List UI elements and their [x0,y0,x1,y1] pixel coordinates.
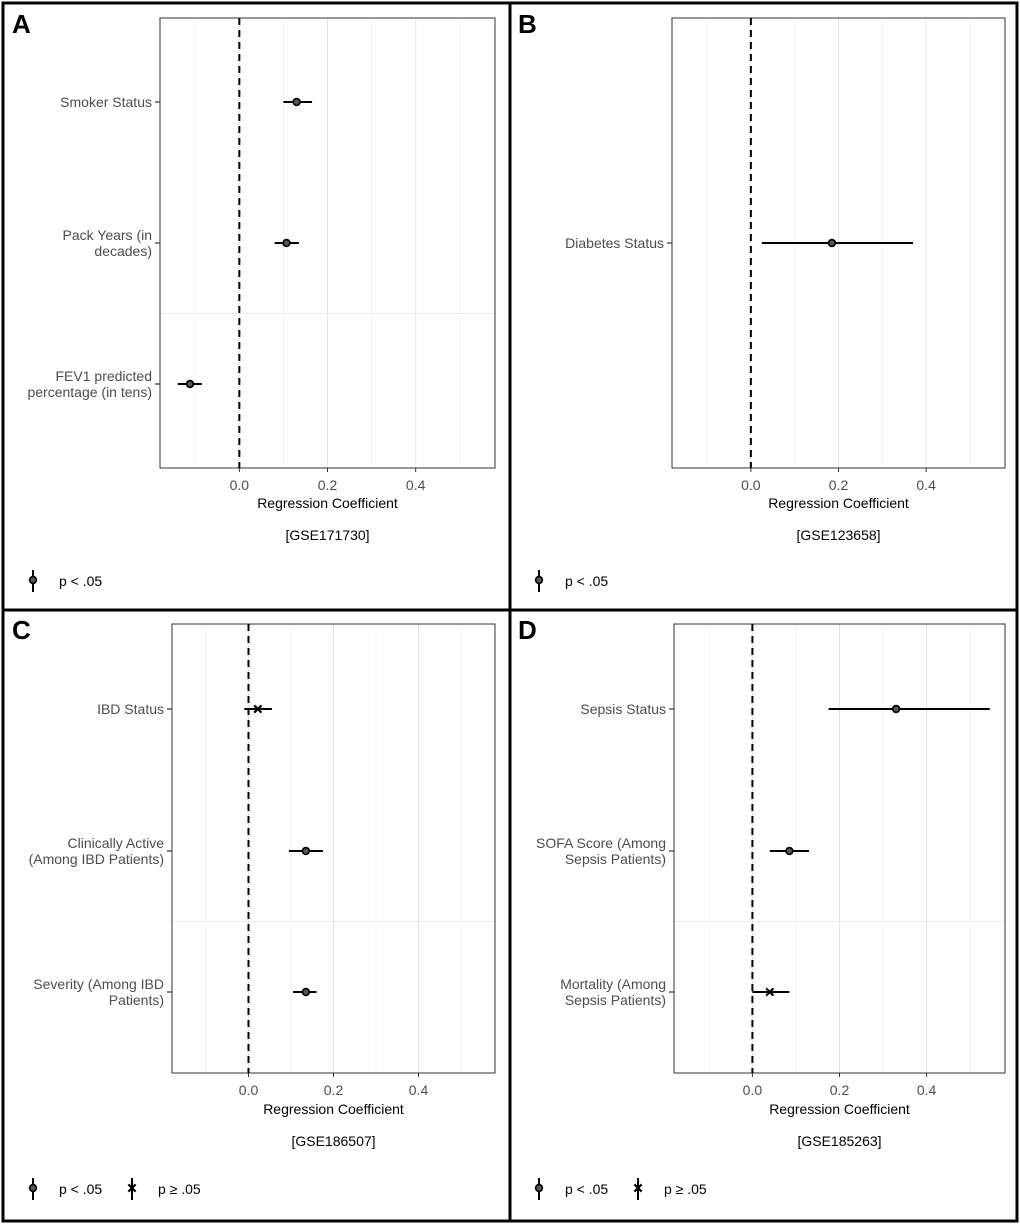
y-axis-label: Pack Years (in [63,227,153,243]
legend-label: p < .05 [565,573,608,589]
y-axis-label: (Among IBD Patients) [29,851,164,867]
point-estimate-stroke-b [765,987,775,997]
point-estimate [292,97,301,107]
x-tick-label: 0.0 [230,477,250,493]
dataset-caption: [GSE185263] [797,1133,881,1149]
x-tick-label: 0.0 [743,1082,763,1098]
y-axis-label: Mortality (Among [560,976,666,992]
point-estimate [301,846,311,856]
y-axis-label: SOFA Score (Among [536,835,666,851]
x-axis-title: Regression Coefficient [263,1101,404,1117]
legend-key-symbol [534,575,544,585]
point-estimate [765,987,775,997]
x-tick-label: 0.2 [318,477,338,493]
legend-label: p ≥ .05 [158,1181,201,1197]
panel-label: C [12,615,31,645]
y-axis-label: Severity (Among IBD [33,976,164,992]
y-axis-label: Sepsis Patients) [565,851,666,867]
panel-b: B 0.0 0.2 0.4 Regression Coefficient [GSE1236… [518,9,1006,592]
panel-label: D [518,615,537,645]
x-axis-title: Regression Coefficient [768,495,909,511]
y-axis-label: Clinically Active [68,835,165,851]
point-estimate [282,238,291,248]
x-tick-label: 0.4 [406,477,426,493]
x-tick-label: 0.2 [830,1082,850,1098]
point-estimate [253,704,263,714]
panel-label: A [12,9,31,39]
legend-label: p < .05 [59,573,102,589]
y-axis-label: Sepsis Patients) [565,992,666,1008]
panel-d: D 0.0 0.2 0.4 Regression Coefficient [GSE1852… [518,615,1006,1200]
point-estimate-stroke-b [253,704,263,714]
x-axis-title: Regression Coefficient [769,1101,910,1117]
legend-label: p < .05 [59,1181,102,1197]
x-tick-label: 0.4 [409,1082,429,1098]
point-estimate [827,238,837,248]
y-axis-label: decades) [94,243,152,259]
x-tick-label: 0.0 [741,477,761,493]
x-tick-label: 0.4 [916,477,936,493]
x-tick-label: 0.4 [917,1082,937,1098]
y-axis-label: Sepsis Status [580,701,666,717]
point-estimate [891,704,901,714]
legend-key-symbol [534,1183,544,1193]
point-estimate [785,846,794,856]
x-axis-title: Regression Coefficient [257,495,398,511]
dataset-caption: [GSE186507] [291,1133,375,1149]
dataset-caption: [GSE171730] [285,527,369,543]
legend-label: p ≥ .05 [664,1181,707,1197]
panel-c: C 0.0 0.2 0.4 Regression Coefficient [GSE1865… [12,615,496,1200]
legend-key-symbol [127,1183,137,1193]
legend-key-symbol [28,1183,38,1193]
panel-a: A 0.0 0.2 0.4 Regression Coefficient [GSE1717… [12,9,496,592]
point-estimate [301,987,311,997]
x-tick-label: 0.0 [239,1082,259,1098]
y-axis-label: percentage (in tens) [27,384,152,400]
x-tick-label: 0.2 [829,477,849,493]
legend-key-symbol [633,1183,643,1193]
legend-key-symbol [28,575,38,585]
y-axis-label: FEV1 predicted [56,368,153,384]
y-axis-label: IBD Status [97,701,164,717]
legend-key-symbol-stroke-b [633,1183,643,1193]
dataset-caption: [GSE123658] [796,527,880,543]
panel-label: B [518,9,537,39]
point-estimate [185,379,195,389]
x-tick-label: 0.2 [324,1082,344,1098]
y-axis-label: Patients) [109,992,164,1008]
legend-key-symbol-stroke-b [127,1183,137,1193]
legend-label: p < .05 [565,1181,608,1197]
y-axis-label: Smoker Status [60,94,152,110]
y-axis-label: Diabetes Status [565,235,664,251]
